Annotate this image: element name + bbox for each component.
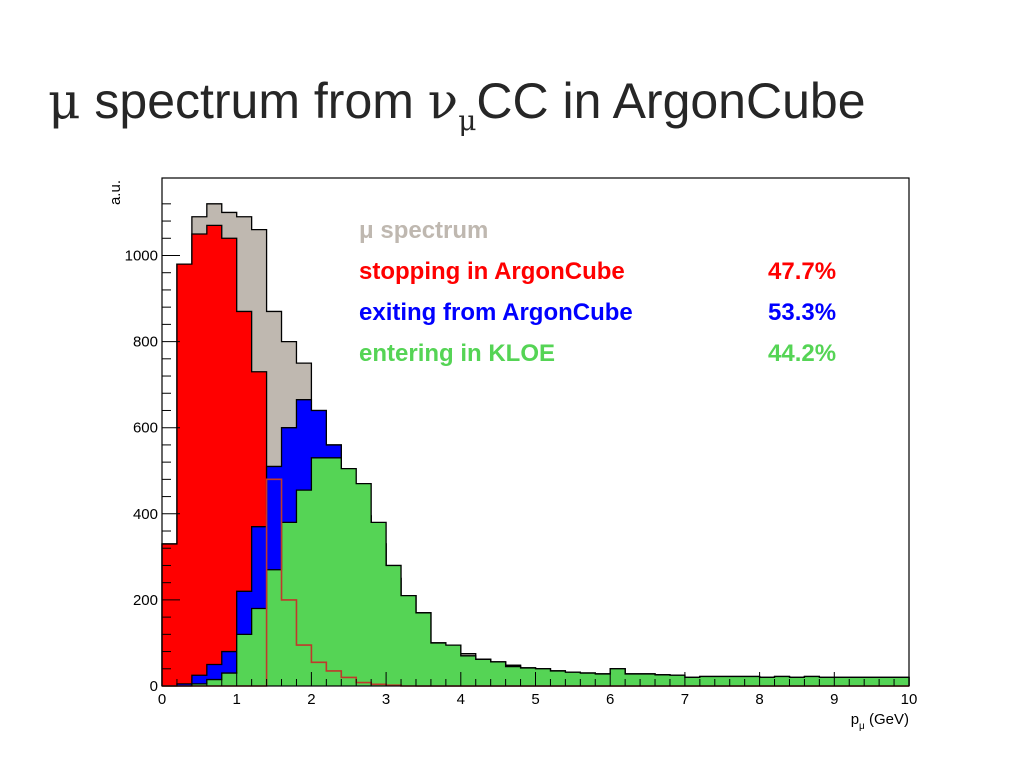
x-tick-label: 0 [158,691,166,708]
title-nu: ν [427,72,459,130]
entering-histogram [162,457,909,686]
x-tick-label: 3 [382,691,390,708]
y-tick-label: 200 [133,592,158,609]
x-tick-label: 2 [307,691,315,708]
x-tick-label: 6 [606,691,614,708]
x-axis-title: pμ (GeV) [851,711,909,732]
y-tick-label: 800 [133,334,158,351]
title-text-2: CC in ArgonCube [476,73,866,129]
legend-value: 53.3% [768,299,836,326]
legend-label: entering in KLOE [359,340,555,367]
legend-value: 44.2% [768,340,836,367]
legend: μ spectrum stopping in ArgonCube 47.7% exit… [359,217,836,367]
page-title: μ spectrum from νμCC in ArgonCube [48,76,866,135]
axes: 0 1 2 3 4 5 6 7 8 9 10 0 200 400 600 800 1000 a.u. pμ (GeV… [107,177,918,732]
y-tick-label: 0 [150,678,158,695]
plot-area [161,178,910,687]
x-tick-label: 5 [531,691,539,708]
y-tick-label: 400 [133,506,158,523]
x-tick-label: 8 [755,691,763,708]
x-tick-label: 10 [901,691,918,708]
y-tick-label: 600 [133,420,158,437]
x-tick-label: 7 [681,691,689,708]
title-nu-subscript: μ [458,104,477,137]
title-mu: μ [48,72,81,130]
x-tick-label: 1 [233,691,241,708]
x-tick-label: 4 [457,691,465,708]
y-axis-title: a.u. [107,180,124,205]
legend-label: exiting from ArgonCube [359,299,633,326]
y-tick-label: 1000 [125,247,158,264]
legend-value: 47.7% [768,258,836,285]
legend-label: μ spectrum [359,217,488,244]
x-tick-label: 9 [830,691,838,708]
legend-label: stopping in ArgonCube [359,258,625,285]
title-text-1: spectrum from [80,73,428,129]
